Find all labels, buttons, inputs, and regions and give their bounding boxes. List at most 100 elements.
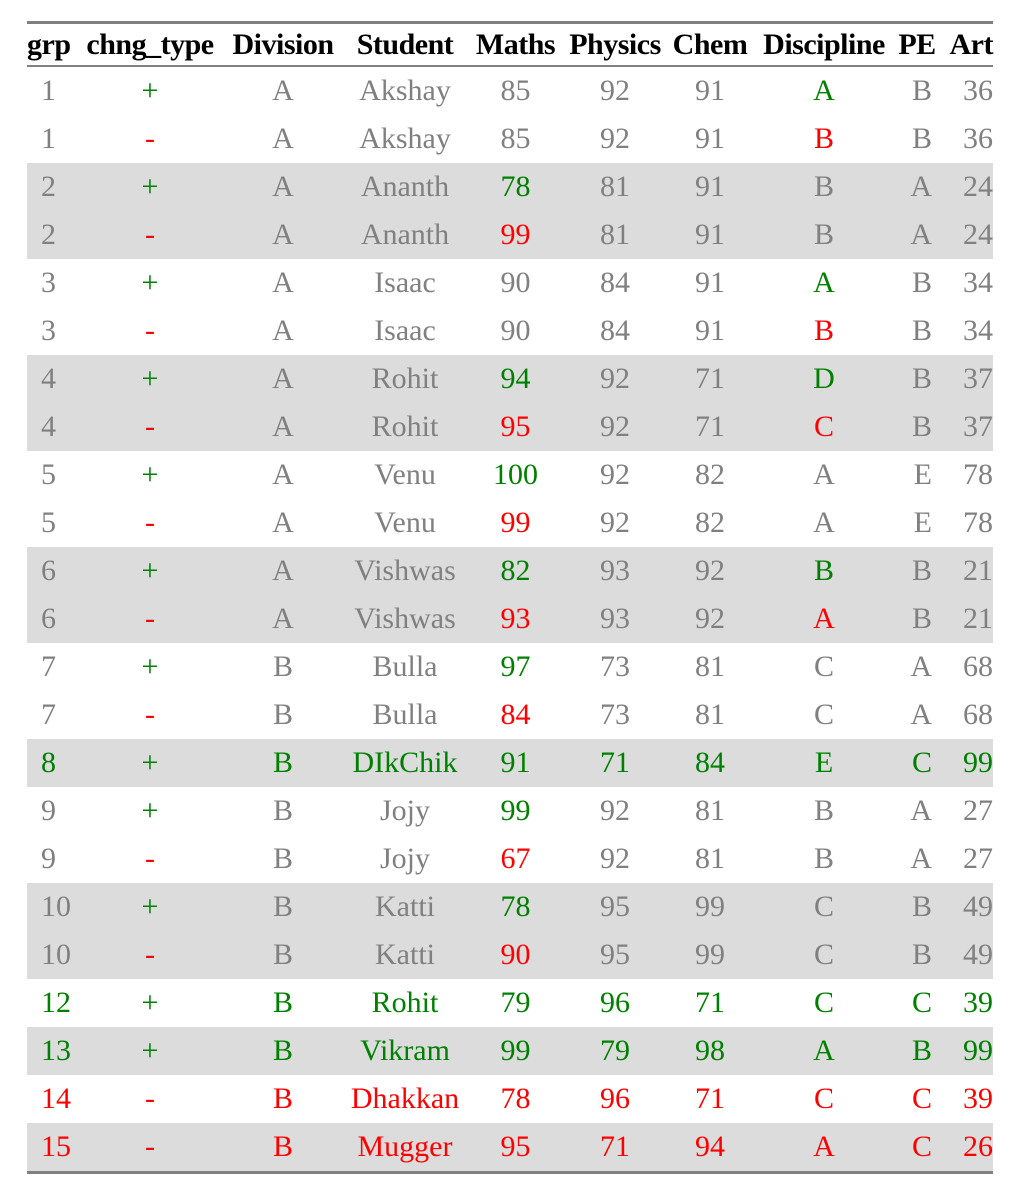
table-row: 2 + A Ananth 78 81 91 B A 24 [27, 163, 993, 211]
header-chng-type: chng_type [77, 22, 223, 67]
cell-division: A [223, 547, 343, 595]
cell-grp: 4 [27, 403, 77, 451]
cell-physics: 95 [564, 883, 666, 931]
cell-pe: B [894, 595, 940, 643]
cell-chem: 81 [695, 842, 725, 875]
cell-art: 68 [963, 650, 993, 683]
cell-discipline: A [813, 74, 835, 107]
cell-pe: B [911, 266, 932, 299]
cell-physics: 92 [564, 403, 666, 451]
cell-division: A [272, 314, 294, 347]
cell-division: A [272, 506, 294, 539]
cell-art: 39 [963, 1082, 993, 1115]
cell-chng-type: + [77, 883, 223, 931]
cell-student: Venu [374, 506, 436, 539]
cell-maths: 79 [500, 986, 531, 1019]
table-body: 1 + A Akshay 85 92 91 A B 36 1- A Akshay 85 92 91 B B 36 2 +… [27, 66, 993, 1173]
table-row: 3 - A Isaac 90 84 91 B B 34 [27, 307, 993, 355]
cell-division: B [272, 650, 293, 683]
cell-art: 37 [940, 403, 993, 451]
table-row: 7 - B Bulla 84 73 81 C A 68 [27, 691, 993, 739]
cell-maths: 85 [500, 74, 531, 107]
cell-chem: 71 [666, 403, 754, 451]
cell-pe: E [913, 458, 932, 491]
cell-discipline: A [754, 595, 894, 643]
cell-physics: 73 [600, 650, 630, 683]
cell-student: Rohit [343, 403, 467, 451]
cell-art: 34 [963, 314, 993, 347]
cell-student: Vikram [343, 1027, 467, 1075]
cell-pe: B [911, 74, 932, 107]
cell-pe: A [910, 842, 932, 875]
cell-art: 26 [940, 1123, 993, 1173]
cell-division: A [223, 211, 343, 259]
cell-division: B [272, 1082, 293, 1115]
cell-pe: C [894, 1123, 940, 1173]
cell-grp: 1 [41, 74, 56, 107]
cell-chem: 99 [666, 883, 754, 931]
cell-art: 39 [963, 986, 993, 1019]
table-row: 7 + B Bulla 97 73 81 C A 68 [27, 643, 993, 691]
cell-pe: A [910, 794, 932, 827]
cell-pe: A [910, 698, 932, 731]
cell-division: B [223, 1027, 343, 1075]
cell-student: DIkChik [343, 739, 467, 787]
cell-art: 99 [940, 1027, 993, 1075]
cell-discipline: B [754, 547, 894, 595]
cell-chng-type: - [145, 314, 155, 347]
cell-student: Rohit [371, 986, 439, 1019]
cell-physics: 93 [564, 595, 666, 643]
diff-table: grp chng_type Division Student Maths Phy… [27, 21, 994, 1174]
cell-maths: 100 [493, 458, 538, 491]
cell-art: 36 [963, 74, 993, 107]
cell-grp: 6 [27, 547, 77, 595]
cell-chem: 91 [666, 211, 754, 259]
cell-discipline: B [813, 842, 834, 875]
cell-chng-type: + [77, 547, 223, 595]
cell-art: 78 [963, 506, 993, 539]
cell-discipline: B [754, 211, 894, 259]
cell-chng-type: + [141, 794, 159, 827]
cell-pe: B [911, 314, 932, 347]
cell-discipline: A [813, 506, 835, 539]
cell-chem: 91 [695, 74, 725, 107]
cell-art: 24 [940, 211, 993, 259]
cell-maths: 99 [500, 506, 531, 539]
cell-maths: 99 [467, 1027, 564, 1075]
cell-physics: 71 [564, 1123, 666, 1173]
cell-grp: 15 [27, 1123, 77, 1173]
cell-art: 68 [963, 698, 993, 731]
cell-grp: 5 [41, 506, 56, 539]
diff-table-container: grp chng_type Division Student Maths Phy… [27, 21, 994, 1174]
cell-discipline: B [813, 794, 834, 827]
cell-physics: 92 [600, 842, 630, 875]
cell-maths: 90 [500, 314, 531, 347]
cell-chem: 94 [666, 1123, 754, 1173]
table-row: 4- A Rohit 95 92 71 C B 37 [27, 403, 993, 451]
cell-art: 27 [963, 842, 993, 875]
cell-art: 99 [940, 739, 993, 787]
cell-maths: 78 [500, 1082, 531, 1115]
cell-physics: 92 [564, 355, 666, 403]
cell-pe: A [894, 211, 940, 259]
cell-physics: 81 [564, 211, 666, 259]
cell-discipline: C [813, 1082, 834, 1115]
cell-maths: 82 [467, 547, 564, 595]
cell-division: A [223, 403, 343, 451]
table-row: 1 - A Akshay 85 92 91 B B 36 [27, 115, 993, 163]
cell-maths: 91 [467, 739, 564, 787]
cell-division: B [272, 842, 293, 875]
cell-art: 78 [963, 458, 993, 491]
table-row: 4 + A Rohit 94 92 71 D B 37 [27, 355, 993, 403]
cell-chng-type: - [77, 1123, 223, 1173]
cell-division: B [272, 986, 293, 1019]
cell-physics: 93 [564, 547, 666, 595]
cell-discipline: D [754, 355, 894, 403]
cell-chng-type: - [145, 698, 155, 731]
cell-student: Akshay [359, 74, 451, 107]
cell-student: Rohit [343, 355, 467, 403]
cell-chem: 92 [666, 547, 754, 595]
cell-maths: 99 [467, 211, 564, 259]
cell-physics: 96 [600, 1082, 630, 1115]
cell-division: A [223, 163, 343, 211]
